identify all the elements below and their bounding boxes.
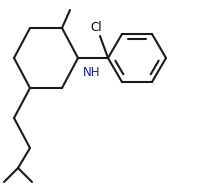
Text: NH: NH xyxy=(83,65,100,78)
Text: Cl: Cl xyxy=(90,20,102,33)
